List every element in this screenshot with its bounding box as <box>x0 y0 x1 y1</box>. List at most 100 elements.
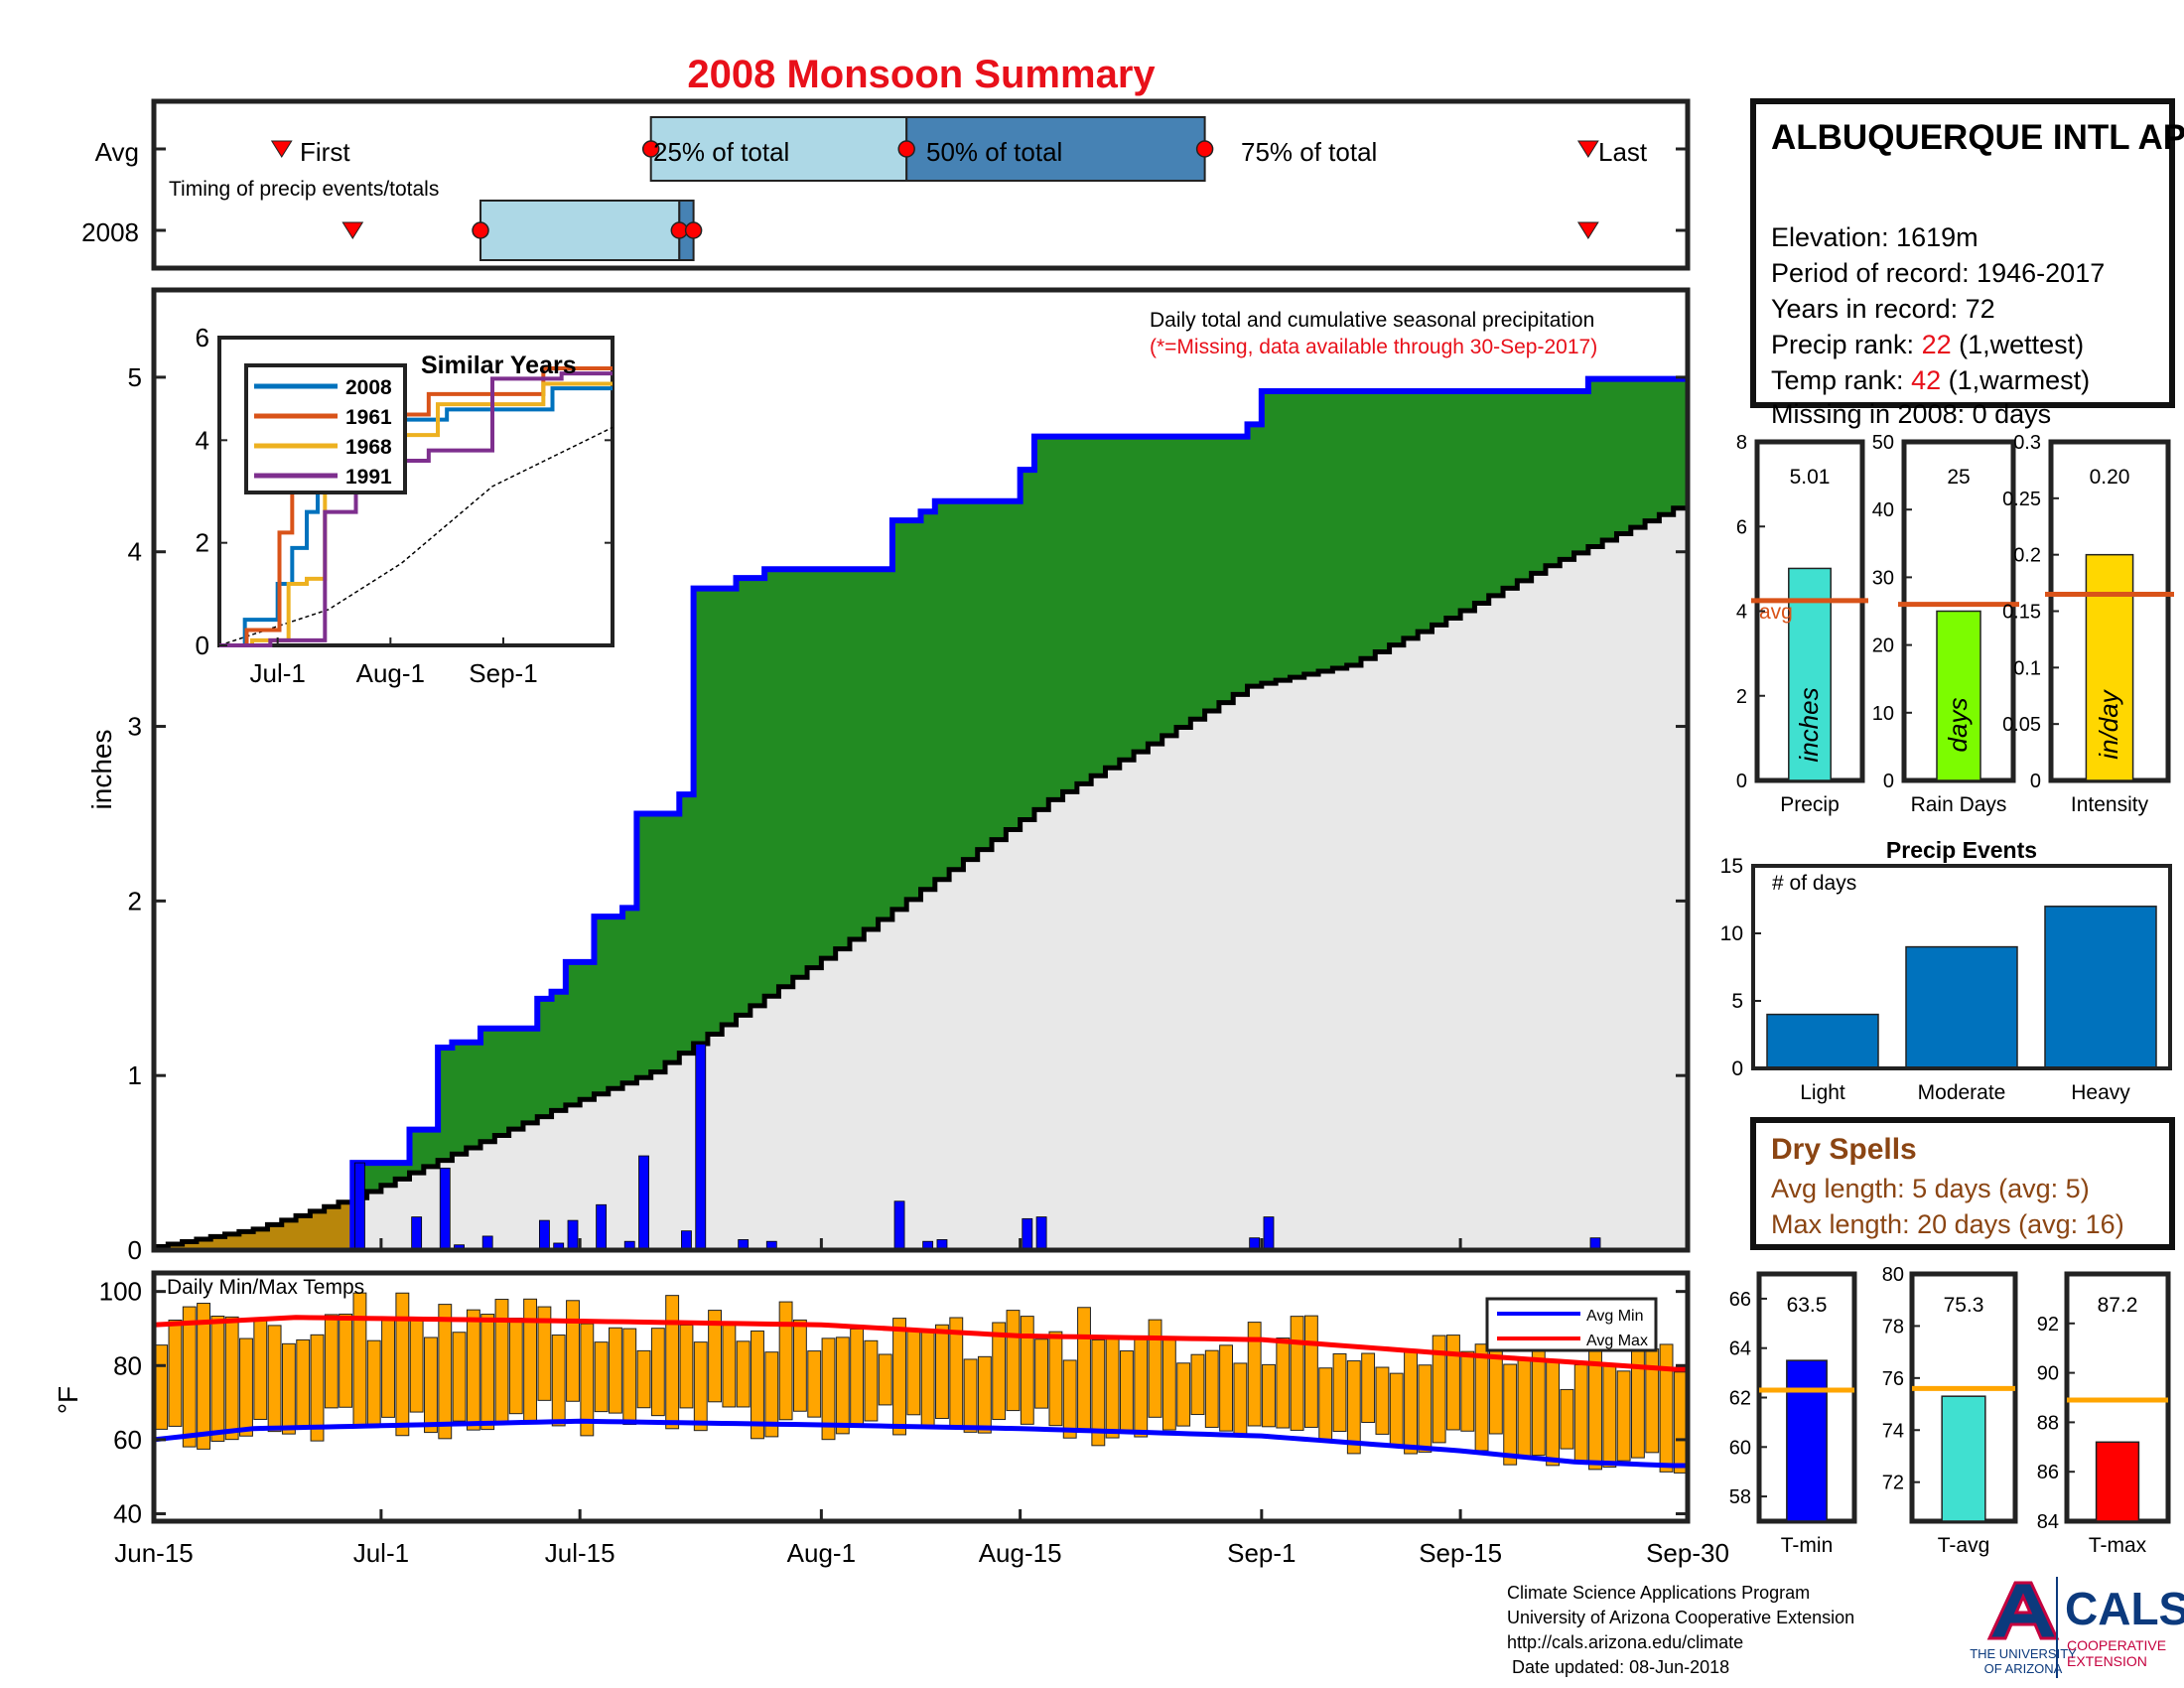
daily-temp-bar <box>566 1300 580 1402</box>
similar-x-tick-label: Aug-1 <box>356 658 425 688</box>
daily-temp-bar <box>792 1319 807 1412</box>
daily-temp-bar <box>1346 1360 1361 1455</box>
temps-y-tick-label: 100 <box>99 1277 142 1307</box>
daily-temp-bar <box>224 1316 239 1441</box>
stat-y-tick-label: 6 <box>1736 516 1747 538</box>
daily-temp-bar <box>1361 1352 1376 1424</box>
dry-avg-length: Avg length: 5 days (avg: 5) <box>1771 1174 2090 1203</box>
daily-temp-bar <box>892 1318 906 1436</box>
temps-legend: Avg Min Avg Max <box>1485 1297 1658 1352</box>
temp-rank: Temp rank: 42 (1,warmest) <box>1771 365 2090 395</box>
daily-temp-bar <box>1546 1359 1561 1467</box>
cals-logo: CALS COOPERATIVE EXTENSION <box>2065 1583 2184 1669</box>
events-y-tick-label: 0 <box>1731 1057 1743 1080</box>
stat-y-tick-label: 0 <box>2030 771 2041 792</box>
station-years: Years in record: 72 <box>1771 294 1995 324</box>
daily-temp-bar <box>1204 1349 1219 1428</box>
temp-stat-y-tick-label: 80 <box>1882 1264 1904 1286</box>
timing-box-q2 <box>905 116 1206 182</box>
daily-temp-bar <box>1105 1335 1120 1439</box>
legend-avg-max: Avg Max <box>1586 1333 1648 1349</box>
temp-stat-y-tick-label: 88 <box>2037 1412 2059 1434</box>
date-tick-label: Jun-15 <box>114 1538 194 1568</box>
daily-precip-bar <box>1035 1216 1047 1251</box>
temps-y-tick-label: 60 <box>113 1425 142 1455</box>
timing-box-q1 <box>479 200 681 261</box>
temps-y-tick-label: 80 <box>113 1350 142 1380</box>
stat-y-tick-label: 8 <box>1736 432 1747 454</box>
temp-stat-value: 87.2 <box>2098 1294 2138 1317</box>
daily-temp-bar <box>1602 1365 1617 1469</box>
events-plot: Light Moderate Heavy 0 5 10 15 <box>1720 855 2157 1104</box>
stat-y-tick-label: 10 <box>1872 703 1894 725</box>
stat-y-tick-label: 0.1 <box>2013 657 2041 679</box>
date-tick-label: Jul-1 <box>353 1538 409 1568</box>
daily-precip-bar <box>695 1044 707 1251</box>
similar-years-inset: 0 2 4 6 Jul-1 Aug-1 Sep-1 Similar Years 2008 19… <box>196 323 614 688</box>
precip-rank: Precip rank: 22 (1,wettest) <box>1771 330 2084 359</box>
daily-precip-bar <box>354 1162 365 1251</box>
main-annotation: Daily total and cumulative seasonal prec… <box>1150 309 1594 332</box>
date-tick-label: Jul-15 <box>545 1538 615 1568</box>
daily-temp-bar <box>452 1332 467 1422</box>
daily-temp-bar <box>594 1341 609 1413</box>
daily-temp-bar <box>1134 1336 1149 1438</box>
legend-label-1968: 1968 <box>345 436 392 459</box>
temp-stat-bar <box>1786 1359 1828 1522</box>
similar-legend: 2008 1961 1968 1991 <box>244 363 407 494</box>
events-y-tick-label: 15 <box>1720 855 1743 878</box>
daily-temp-bar <box>508 1318 523 1415</box>
main-missing-note: (*=Missing, data available through 30-Se… <box>1150 336 1597 358</box>
similar-x-tick-label: Jul-1 <box>249 658 305 688</box>
daily-temp-bar <box>665 1295 680 1430</box>
temp-stat-value: 63.5 <box>1787 1294 1828 1317</box>
timing-marker <box>897 140 915 158</box>
stat-panel-intensity: 0.20 in/day Intensity 0 0.05 0.1 0.15 0.2 0.25 0.… <box>2002 432 2174 816</box>
daily-temp-bar <box>935 1324 949 1420</box>
temp-stat-bar <box>2095 1441 2140 1522</box>
events-x-label: Heavy <box>2071 1081 2130 1104</box>
stat-panel-precip: 5.01 inches Precip avg 0 2 4 6 8 <box>1736 432 1868 816</box>
daily-temp-bar <box>1219 1344 1234 1432</box>
daily-temp-bar <box>154 1344 169 1430</box>
daily-precip-bar <box>893 1200 905 1251</box>
dry-title: Dry Spells <box>1771 1133 1917 1166</box>
daily-temp-bar <box>1161 1337 1176 1431</box>
daily-temp-bar <box>310 1334 325 1442</box>
daily-temp-bar <box>1318 1367 1333 1442</box>
daily-temp-bar <box>182 1306 197 1448</box>
temp-stat-label: T-avg <box>1938 1534 1990 1557</box>
daily-temp-bar <box>1276 1337 1291 1429</box>
temp-stat-value: 75.3 <box>1944 1294 1984 1317</box>
stat-y-tick-label: 2 <box>1736 686 1747 708</box>
daily-temp-bar <box>395 1292 410 1437</box>
temps-plot: 40 60 80 100 <box>99 1277 1688 1529</box>
temp-stat-y-tick-label: 64 <box>1729 1338 1751 1360</box>
temp-stat-panels: 63.5 T-min 58 60 62 64 66 75.3 T-avg 72 74 76 78 80 87… <box>1729 1264 2171 1557</box>
daily-temp-bar <box>764 1351 779 1438</box>
daily-temp-bar <box>1262 1363 1276 1428</box>
daily-temp-bar <box>1573 1364 1588 1465</box>
daily-temp-bar <box>1303 1315 1318 1428</box>
daily-temp-bar <box>1247 1322 1262 1427</box>
timing-marker <box>641 140 660 158</box>
daily-temp-bar <box>1432 1335 1446 1444</box>
similar-legend-items: 2008 1961 1968 1991 <box>254 376 392 489</box>
temp-stat-y-tick-label: 74 <box>1882 1420 1904 1442</box>
daily-temp-bar <box>679 1324 694 1409</box>
temp-stat-y-tick-label: 76 <box>1882 1368 1904 1390</box>
station-name: ALBUQUERQUE INTL AP <box>1771 118 2184 157</box>
early-season-area <box>154 1197 353 1250</box>
stat-unit: inches <box>1794 687 1824 762</box>
temp-stat-y-tick-label: 90 <box>2037 1363 2059 1385</box>
legend-label-2008: 2008 <box>345 376 392 399</box>
daily-temp-bar <box>920 1330 935 1430</box>
stat-y-tick-label: 0.15 <box>2002 602 2041 624</box>
station-elevation: Elevation: 1619m <box>1771 222 1979 252</box>
credit-line-2: University of Arizona Cooperative Extens… <box>1507 1608 1854 1627</box>
timing-marker <box>472 221 489 239</box>
similar-x-tick-label: Sep-1 <box>469 658 537 688</box>
avg-min-line <box>153 1418 1688 1469</box>
daily-temp-bar <box>1006 1310 1021 1412</box>
daily-temp-bar <box>1091 1338 1106 1447</box>
